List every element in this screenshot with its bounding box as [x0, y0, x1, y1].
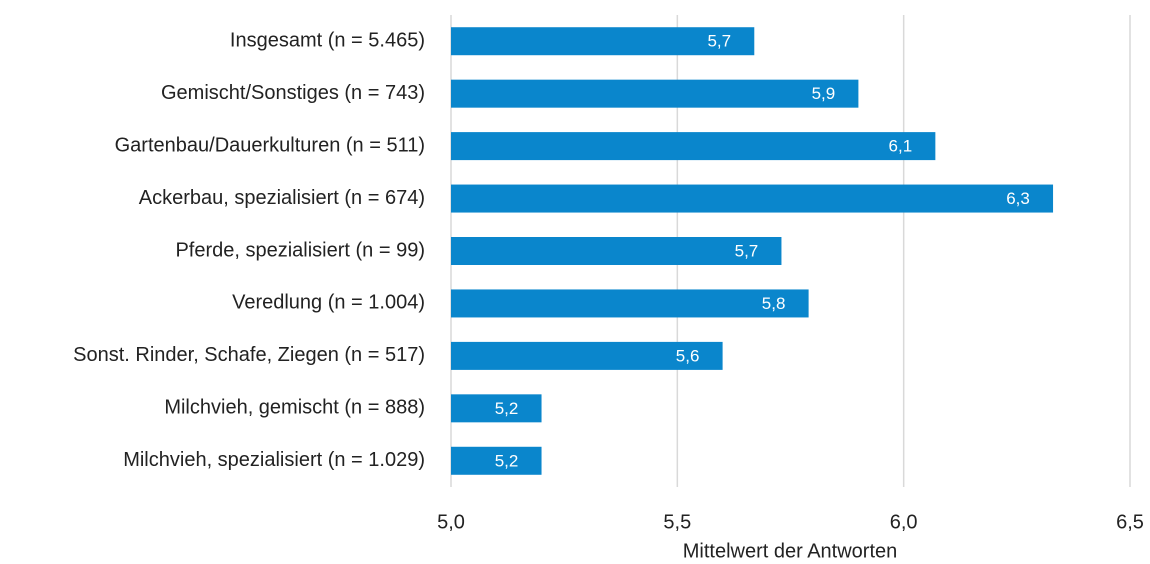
- x-tick-label: 5,5: [663, 511, 691, 533]
- bar: [451, 184, 1054, 213]
- y-tick-label: Gemischt/Sonstiges (n = 743): [161, 82, 425, 104]
- x-tick-label: 5,0: [437, 511, 465, 533]
- x-axis-label: Mittelwert der Antworten: [683, 540, 898, 562]
- bar: [451, 79, 859, 108]
- y-tick-label: Veredlung (n = 1.004): [232, 292, 425, 314]
- bar: [451, 27, 755, 56]
- x-tick-label: 6,0: [890, 511, 918, 533]
- bar: [451, 289, 809, 318]
- y-tick-label: Pferde, spezialisiert (n = 99): [175, 239, 425, 261]
- value-label: 5,7: [707, 32, 731, 51]
- y-tick-label: Insgesamt (n = 5.465): [230, 30, 425, 52]
- value-label: 6,3: [1006, 189, 1030, 208]
- y-tick-label: Sonst. Rinder, Schafe, Ziegen (n = 517): [73, 344, 425, 366]
- value-label: 5,9: [812, 84, 836, 103]
- y-tick-label: Gartenbau/Dauerkulturen (n = 511): [115, 134, 425, 156]
- bar: [451, 132, 936, 161]
- value-label: 5,6: [676, 346, 700, 365]
- x-tick-label: 6,5: [1116, 511, 1144, 533]
- value-label: 5,7: [735, 241, 759, 260]
- y-tick-label: Milchvieh, gemischt (n = 888): [164, 397, 425, 419]
- y-tick-label: Ackerbau, spezialisiert (n = 674): [139, 187, 425, 209]
- y-tick-label: Milchvieh, spezialisiert (n = 1.029): [123, 449, 425, 471]
- bar: [451, 446, 542, 475]
- bar: [451, 341, 723, 370]
- bar: [451, 237, 782, 265]
- value-label: 5,2: [495, 451, 519, 470]
- value-label: 5,8: [762, 294, 786, 313]
- value-label: 5,2: [495, 399, 519, 418]
- bar: [451, 394, 542, 423]
- value-label: 6,1: [889, 137, 913, 156]
